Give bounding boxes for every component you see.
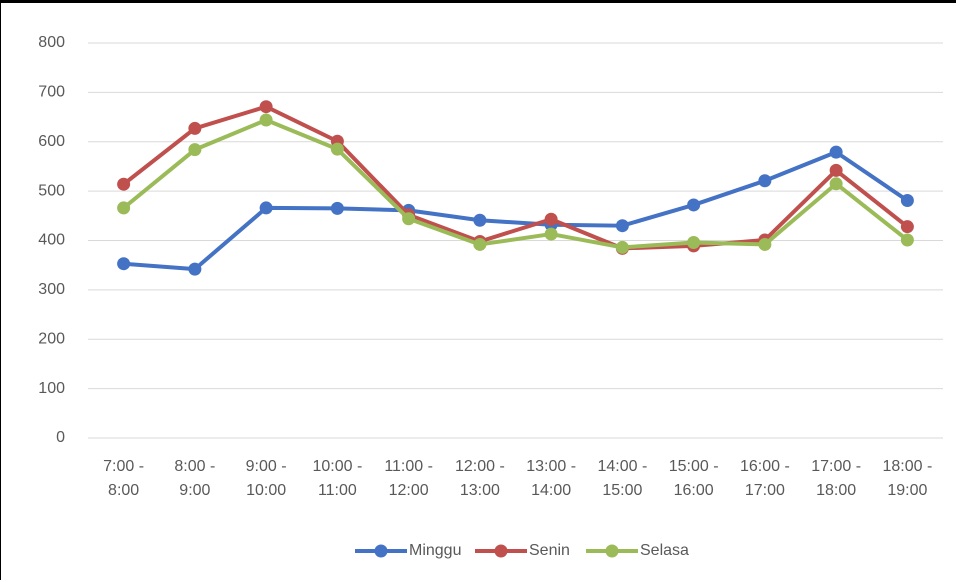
chart-svg: 0 100 200 300 400 500 600 700 800 Minggu Senin Sela… (38, 34, 943, 559)
y-tick-label: 0 (56, 429, 65, 446)
x-tick-label: 13:00 - 14:00 (526, 458, 577, 499)
y-tick-label: 100 (38, 380, 65, 397)
point (900, 233, 914, 247)
y-tick-label: 200 (38, 330, 65, 347)
point (188, 262, 202, 276)
x-tick-label: 17:00 - 18:00 (811, 458, 862, 499)
point (758, 174, 772, 188)
point (117, 201, 131, 215)
point (259, 113, 273, 127)
x-tick-label: 11:00 - 12:00 (384, 458, 433, 499)
x-tick-label: 9:00 - 10:00 (245, 458, 287, 499)
point (615, 240, 629, 254)
point (900, 220, 914, 234)
point (687, 198, 701, 212)
series-line (123, 150, 909, 272)
x-tick-label: 14:00 - 15:00 (597, 458, 648, 499)
point (402, 212, 416, 226)
point (188, 121, 202, 135)
x-tick-label: 15:00 - 16:00 (668, 458, 719, 499)
point (758, 237, 772, 251)
point (117, 257, 131, 271)
legend-label: Senin (529, 542, 570, 559)
y-tick-label: 500 (38, 182, 65, 199)
x-tick-label: 16:00 - 17:00 (739, 458, 790, 499)
series-line (122, 104, 909, 251)
x-tick-label: 12:00 - 13:00 (454, 458, 505, 499)
point (330, 142, 344, 156)
point (615, 219, 629, 233)
point (829, 145, 843, 159)
x-tick-label: 18:00 - 19:00 (882, 458, 933, 499)
y-tick-label: 800 (38, 34, 65, 51)
legend-label: Selasa (640, 542, 689, 559)
x-tick-label: 10:00 - 11:00 (312, 458, 363, 499)
legend-marker (605, 544, 619, 558)
point (829, 177, 843, 191)
y-tick-label: 400 (38, 232, 65, 249)
point (687, 235, 701, 249)
point (117, 177, 131, 191)
series-line (122, 118, 909, 250)
legend-label: Minggu (409, 542, 461, 559)
point (188, 143, 202, 157)
x-tick-label: 7:00 - 8:00 (103, 458, 145, 499)
point (330, 201, 344, 215)
point (829, 163, 843, 177)
point (544, 212, 558, 226)
legend-marker (494, 544, 508, 558)
y-tick-label: 700 (38, 84, 65, 101)
point (473, 237, 487, 251)
x-tick-label: 8:00 - 9:00 (174, 458, 216, 499)
legend-marker (374, 544, 388, 558)
point (473, 213, 487, 227)
point (900, 194, 914, 208)
y-tick-label: 600 (38, 133, 65, 150)
point (544, 227, 558, 241)
y-tick-label: 300 (38, 281, 65, 298)
point (259, 100, 273, 114)
point (259, 201, 273, 215)
